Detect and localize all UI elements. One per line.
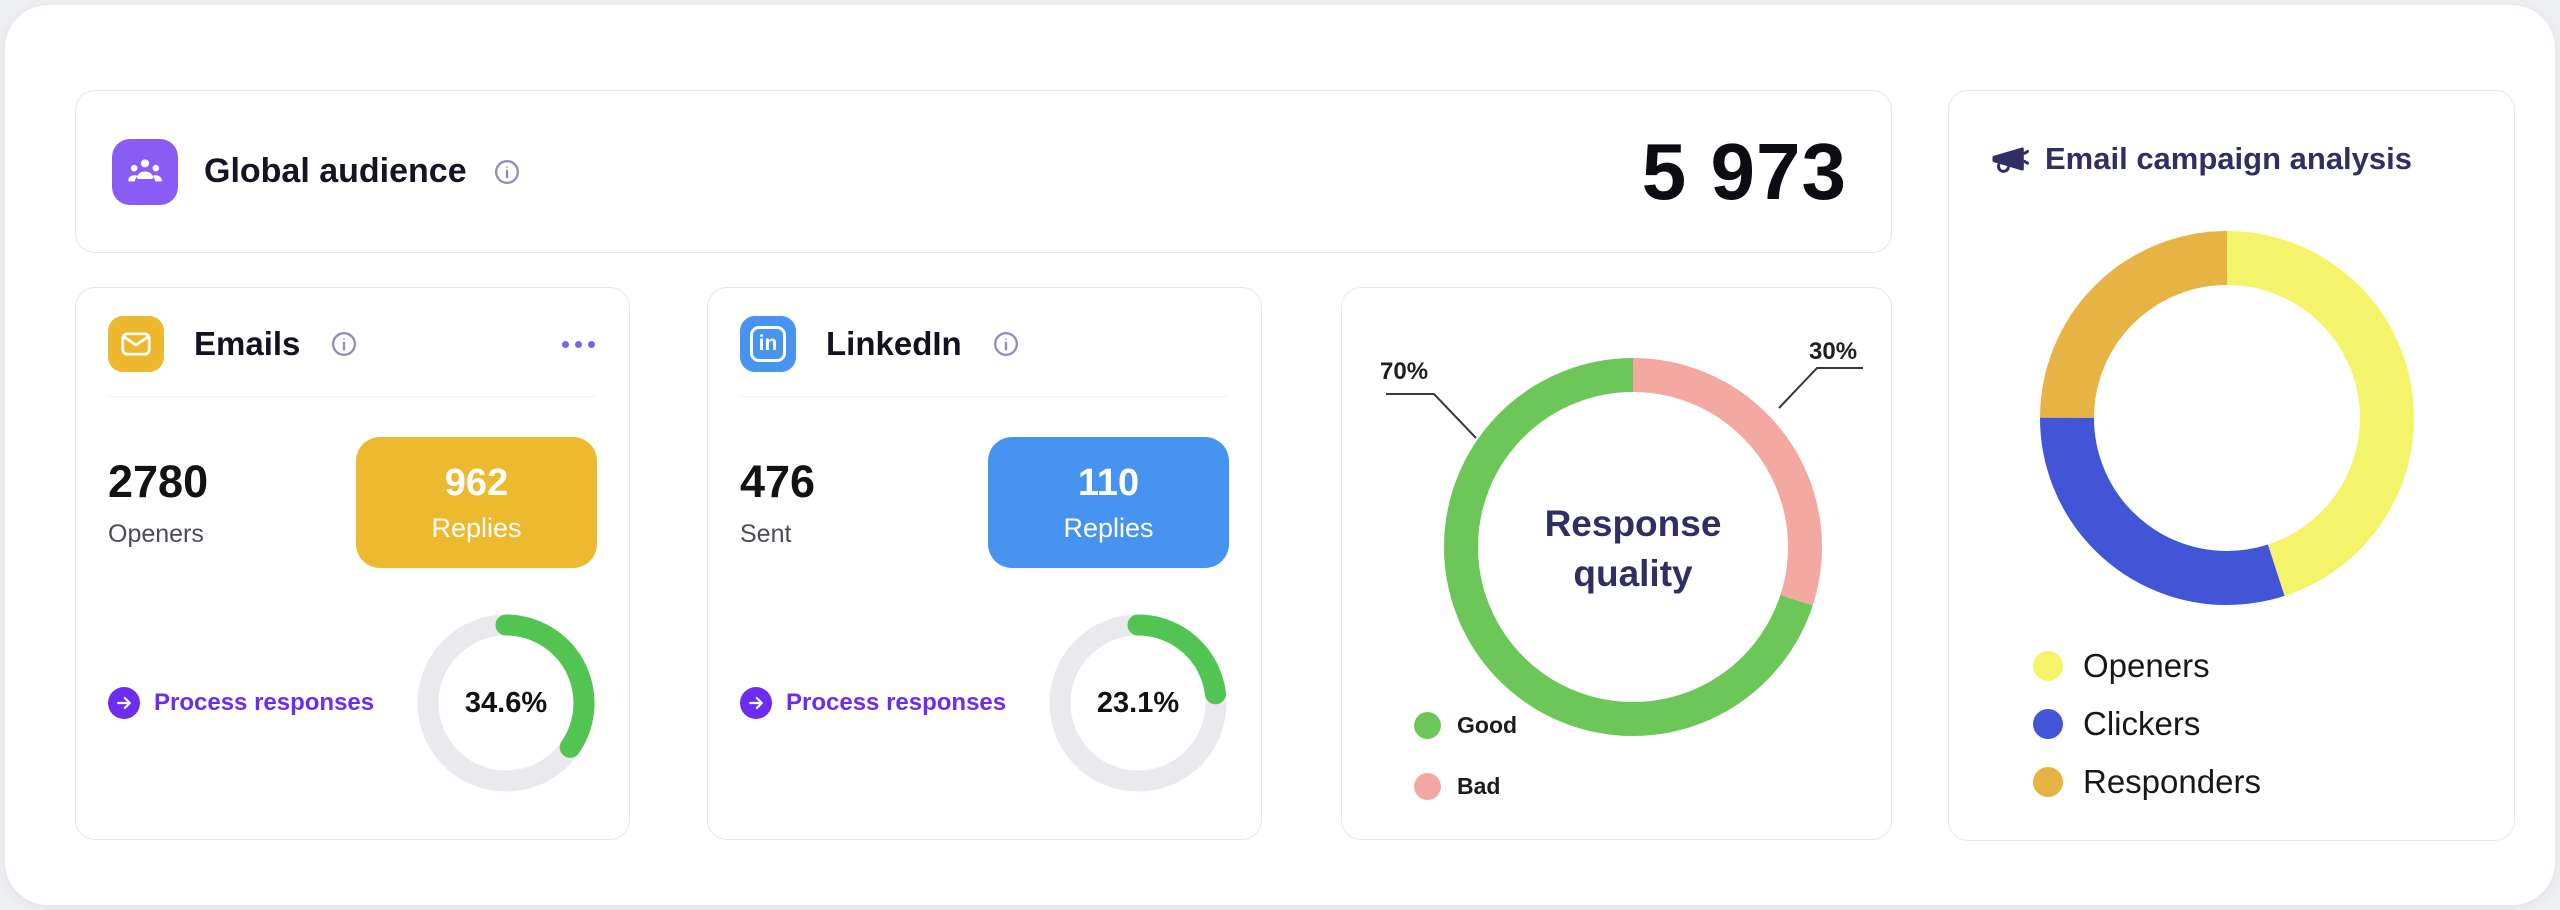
replies-label: Replies — [431, 512, 522, 543]
linkedin-progress-donut: 23.1% — [1047, 612, 1229, 794]
users-glyph — [128, 158, 162, 181]
linkedin-card: in LinkedIn 476 Sent 110 Replies — [707, 287, 1262, 840]
openers-count: 2780 — [108, 456, 209, 507]
response-quality-donut — [1444, 358, 1822, 736]
campaign-header: Email campaign analysis — [1989, 139, 2412, 179]
sent-label: Sent — [740, 520, 792, 548]
global-audience-count: 5 973 — [1641, 126, 1847, 216]
emails-card: Emails 2780 Openers 962 Replies — [75, 287, 630, 840]
legend-label: Responders — [2083, 763, 2261, 800]
campaign-donut — [2040, 231, 2414, 605]
legend-item-responders: Responders — [2033, 763, 2261, 801]
donut-arc — [417, 614, 595, 792]
campaign-title: Email campaign analysis — [2045, 141, 2413, 176]
emails-card-title: Emails — [194, 325, 301, 362]
campaign-legend: Openers Clickers Responders — [2033, 647, 2261, 801]
openers-dot — [2033, 651, 2063, 681]
linkedin-card-header: in LinkedIn — [740, 316, 1229, 397]
replies-count: 110 — [1077, 461, 1140, 504]
response-quality-legend: Good Bad — [1414, 712, 1517, 834]
good-dot — [1414, 712, 1441, 739]
replies-label: Replies — [1063, 512, 1154, 543]
emails-replies-badge[interactable]: 962 Replies — [356, 437, 597, 568]
email-icon — [108, 316, 164, 372]
process-responses-label: Process responses — [154, 689, 375, 716]
sent-count: 476 — [740, 456, 816, 507]
donut-arc — [1049, 614, 1227, 792]
linkedin-glyph: in — [750, 326, 786, 362]
audience-icon — [112, 138, 178, 205]
emails-process-responses-link[interactable]: Process responses — [108, 687, 374, 719]
linkedin-bottom-row: Process responses 23.1% — [740, 612, 1229, 794]
linkedin-replies-badge[interactable]: 110 Replies — [988, 437, 1229, 568]
dashboard: Global audience 5 973 Emails — [4, 4, 2556, 906]
good-percent-callout: 70% — [1380, 358, 1429, 385]
linkedin-icon: in — [740, 316, 796, 372]
info-icon[interactable] — [330, 330, 358, 358]
response-quality-card: 70% 30% Response quality Good Bad — [1341, 287, 1892, 840]
legend-label: Good — [1457, 712, 1518, 738]
legend-item-openers: Openers — [2033, 647, 2261, 685]
arrow-right-icon — [108, 687, 140, 719]
info-icon[interactable] — [992, 330, 1020, 358]
legend-label: Openers — [2083, 647, 2210, 684]
emails-reply-rate: 34.6% — [464, 686, 548, 719]
linkedin-stats: 476 Sent 110 Replies — [740, 437, 1229, 568]
email-campaign-card: Email campaign analysis Openers Clickers… — [1948, 90, 2515, 841]
donut-segment-responders — [2040, 231, 2414, 605]
emails-openers-stat: 2780 Openers — [108, 456, 208, 549]
donut-segment-good — [1444, 358, 1822, 736]
global-audience-title: Global audience — [204, 152, 467, 190]
process-responses-label: Process responses — [786, 689, 1007, 716]
emails-bottom-row: Process responses 34.6% — [108, 612, 597, 794]
legend-label: Bad — [1457, 773, 1501, 799]
linkedin-sent-stat: 476 Sent — [740, 456, 815, 549]
legend-label: Clickers — [2083, 705, 2201, 742]
openers-label: Openers — [108, 520, 204, 548]
legend-item-good: Good — [1414, 712, 1517, 739]
legend-item-bad: Bad — [1414, 773, 1517, 800]
global-audience-card: Global audience 5 973 — [75, 90, 1892, 253]
responders-dot — [2033, 767, 2063, 797]
linkedin-reply-rate: 23.1% — [1096, 686, 1180, 719]
arrow-right-icon — [740, 687, 772, 719]
info-icon[interactable] — [493, 158, 521, 186]
clickers-dot — [2033, 709, 2063, 739]
emails-stats: 2780 Openers 962 Replies — [108, 437, 597, 568]
megaphone-icon — [1992, 147, 2029, 173]
replies-count: 962 — [444, 461, 509, 504]
linkedin-card-title: LinkedIn — [826, 325, 962, 362]
legend-item-clickers: Clickers — [2033, 705, 2261, 743]
donut-segment-clickers — [2040, 231, 2414, 605]
bad-dot — [1414, 773, 1441, 800]
more-options-icon[interactable] — [560, 335, 597, 354]
emails-card-header: Emails — [108, 316, 597, 397]
linkedin-process-responses-link[interactable]: Process responses — [740, 687, 1006, 719]
bad-percent-callout: 30% — [1809, 338, 1858, 365]
donut-center-title: Response quality — [1544, 503, 1722, 594]
emails-progress-donut: 34.6% — [415, 612, 597, 794]
